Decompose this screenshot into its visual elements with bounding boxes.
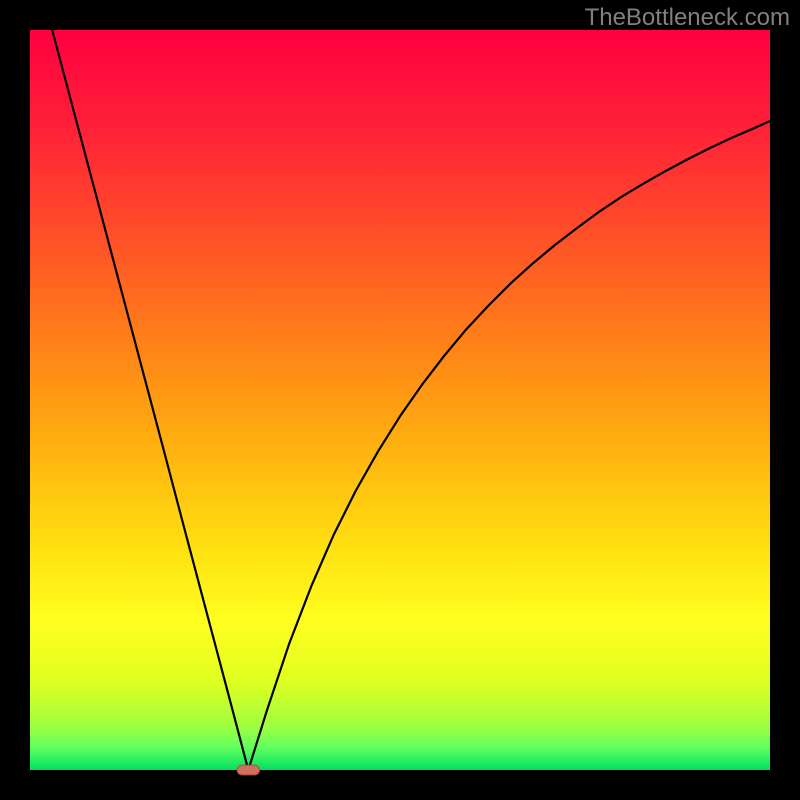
optimal-point-marker [237,765,259,775]
chart-gradient-background [30,30,770,770]
chart-svg [0,0,800,800]
bottleneck-chart: TheBottleneck.com [0,0,800,800]
watermark-text: TheBottleneck.com [585,4,790,32]
